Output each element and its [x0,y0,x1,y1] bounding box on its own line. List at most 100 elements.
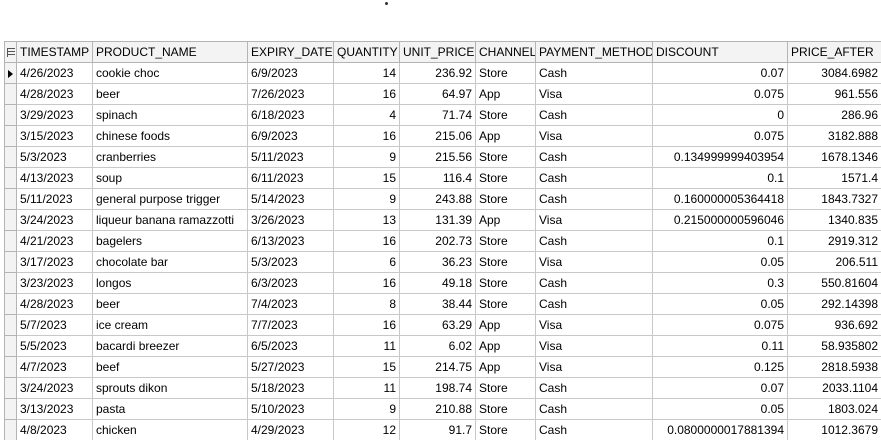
table-row[interactable]: 3/29/2023 spinach 6/18/2023 4 71.74 Store Cash… [4,104,881,126]
grid-cell[interactable]: Store [475,398,536,420]
row-selector[interactable] [4,230,17,252]
grid-cell[interactable]: 206.511 [787,251,881,273]
table-row[interactable]: 4/13/2023 soup 6/11/2023 15 116.4 Store Cash 0.… [4,167,881,189]
grid-cell[interactable]: chicken [92,419,248,440]
grid-cell[interactable]: 3182.888 [787,125,881,147]
grid-cell[interactable]: 198.74 [399,377,476,399]
grid-cell[interactable]: Store [475,167,536,189]
grid-cell[interactable]: Visa [535,83,653,105]
grid-cell[interactable]: 1340.835 [787,209,881,231]
grid-cell[interactable]: 6/18/2023 [247,104,334,126]
grid-cell[interactable]: 936.692 [787,314,881,336]
grid-cell[interactable]: 3/15/2023 [16,125,93,147]
grid-cell[interactable]: 2919.312 [787,230,881,252]
grid-cell[interactable]: Cash [535,419,653,440]
grid-cell[interactable]: 0.1 [652,230,788,252]
grid-cell[interactable]: 58.935802 [787,335,881,357]
grid-cell[interactable]: 6/5/2023 [247,335,334,357]
grid-cell[interactable]: 9 [333,188,400,210]
grid-cell[interactable]: 0 [652,104,788,126]
grid-cell[interactable]: 8 [333,293,400,315]
column-header-product-name[interactable]: PRODUCT_NAME [92,41,248,63]
grid-cell[interactable]: 5/3/2023 [16,146,93,168]
grid-cell[interactable]: 91.7 [399,419,476,440]
grid-cell[interactable]: Store [475,188,536,210]
grid-cell[interactable]: 6/3/2023 [247,272,334,294]
grid-cell[interactable]: 16 [333,230,400,252]
grid-cell[interactable]: 11 [333,335,400,357]
grid-cell[interactable]: Cash [535,146,653,168]
table-row[interactable]: 3/13/2023 pasta 5/10/2023 9 210.88 Store Cash 0… [4,398,881,420]
grid-cell[interactable]: liqueur banana ramazzotti [92,209,248,231]
grid-cell[interactable]: 3/24/2023 [16,377,93,399]
grid-cell[interactable]: 3/23/2023 [16,272,93,294]
grid-cell[interactable]: Store [475,293,536,315]
grid-cell[interactable]: ice cream [92,314,248,336]
table-row[interactable]: 5/5/2023 bacardi breezer 6/5/2023 11 6.02 App… [4,335,881,357]
column-header-price-after[interactable]: PRICE_AFTER [787,41,881,63]
table-row[interactable]: 3/24/2023 sprouts dikon 5/18/2023 11 198.74 S… [4,377,881,399]
grid-cell[interactable]: 15 [333,167,400,189]
row-selector[interactable] [4,209,17,231]
grid-cell[interactable]: bacardi breezer [92,335,248,357]
grid-cell[interactable]: 236.92 [399,62,476,84]
grid-cell[interactable]: 0.125 [652,356,788,378]
grid-cell[interactable]: 11 [333,377,400,399]
grid-cell[interactable]: 0.1 [652,167,788,189]
grid-cell[interactable]: 214.75 [399,356,476,378]
grid-cell[interactable]: Cash [535,377,653,399]
grid-cell[interactable]: 202.73 [399,230,476,252]
grid-cell[interactable]: Cash [535,62,653,84]
grid-cell[interactable]: 7/4/2023 [247,293,334,315]
grid-cell[interactable]: 961.556 [787,83,881,105]
row-selector[interactable] [4,146,17,168]
grid-cell[interactable]: Cash [535,230,653,252]
grid-cell[interactable]: 4/8/2023 [16,419,93,440]
row-selector[interactable] [4,83,17,105]
grid-cell[interactable]: 4/21/2023 [16,230,93,252]
grid-cell[interactable]: Visa [535,251,653,273]
grid-cell[interactable]: 131.39 [399,209,476,231]
row-selector[interactable] [4,167,17,189]
grid-cell[interactable]: 0.07 [652,377,788,399]
row-selector[interactable] [4,104,17,126]
table-row[interactable]: 4/21/2023 bagelers 6/13/2023 16 202.73 Store C… [4,230,881,252]
row-selector[interactable] [4,125,17,147]
grid-cell[interactable]: 0.11 [652,335,788,357]
grid-cell[interactable]: Store [475,251,536,273]
grid-cell[interactable]: 5/5/2023 [16,335,93,357]
grid-cell[interactable]: Visa [535,314,653,336]
grid-cell[interactable]: 0.05 [652,398,788,420]
grid-cell[interactable]: 0.3 [652,272,788,294]
grid-cell[interactable]: Store [475,104,536,126]
grid-cell[interactable]: Visa [535,125,653,147]
table-row[interactable]: 3/15/2023 chinese foods 6/9/2023 16 215.06 Ap… [4,125,881,147]
grid-cell[interactable]: 116.4 [399,167,476,189]
grid-cell[interactable]: 0.075 [652,314,788,336]
grid-cell[interactable]: 49.18 [399,272,476,294]
column-header-unit-price[interactable]: UNIT_PRICE [399,41,476,63]
row-selector[interactable] [4,377,17,399]
grid-cell[interactable]: 292.14398 [787,293,881,315]
grid-cell[interactable]: 243.88 [399,188,476,210]
grid-cell[interactable]: 1012.3679 [787,419,881,440]
row-selector[interactable] [4,398,17,420]
grid-cell[interactable]: 7/7/2023 [247,314,334,336]
grid-cell[interactable]: App [475,209,536,231]
grid-cell[interactable]: App [475,314,536,336]
row-selector[interactable] [4,314,17,336]
grid-cell[interactable]: App [475,335,536,357]
grid-cell[interactable]: 0.215000000596046 [652,209,788,231]
grid-cell[interactable]: 3/13/2023 [16,398,93,420]
grid-cell[interactable]: 215.56 [399,146,476,168]
grid-cell[interactable]: 1571.4 [787,167,881,189]
column-header-discount[interactable]: DISCOUNT [652,41,788,63]
grid-cell[interactable]: 5/18/2023 [247,377,334,399]
grid-cell[interactable]: 5/10/2023 [247,398,334,420]
grid-cell[interactable]: 5/7/2023 [16,314,93,336]
column-header-channel[interactable]: CHANNEL [475,41,536,63]
grid-cell[interactable]: pasta [92,398,248,420]
row-selector[interactable] [4,251,17,273]
grid-cell[interactable]: 3/29/2023 [16,104,93,126]
grid-cell[interactable]: 38.44 [399,293,476,315]
